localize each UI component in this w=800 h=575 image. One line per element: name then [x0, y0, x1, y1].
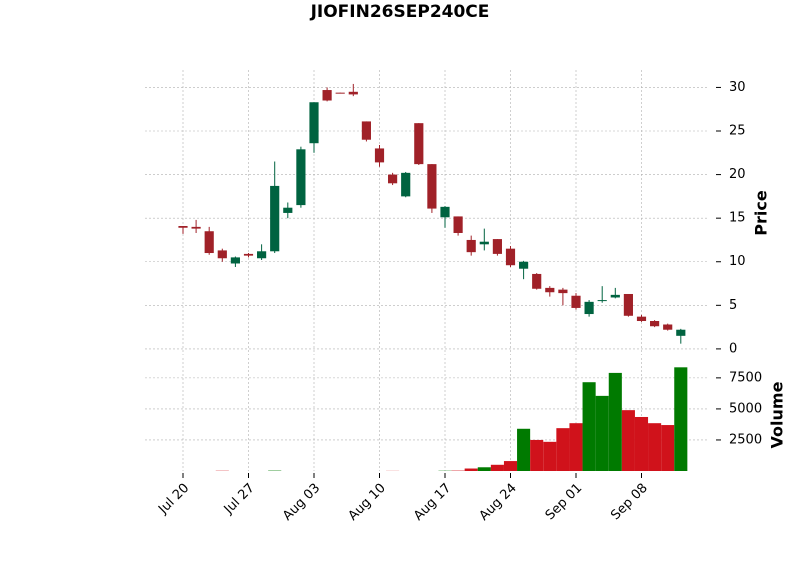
candle-body	[388, 174, 398, 184]
candle-body	[466, 239, 476, 253]
volume-bar	[503, 461, 518, 471]
volume-bar	[621, 410, 635, 471]
volume-bar	[648, 423, 662, 471]
candle-body	[650, 321, 660, 327]
volume-bar	[661, 425, 675, 471]
candle-body	[243, 253, 254, 256]
volume-bar	[569, 423, 583, 471]
candle-body	[505, 248, 516, 266]
candle-body	[519, 261, 529, 269]
candle-body	[492, 239, 502, 254]
y2-tick-label: 5000	[729, 401, 762, 416]
candle-body	[322, 90, 332, 101]
x-tick-label: Aug 03	[280, 481, 323, 524]
candle-body	[309, 102, 319, 144]
x-tick-label: Jul 20	[155, 481, 192, 518]
candle-body	[335, 92, 345, 94]
volume-bar	[582, 382, 596, 471]
volume-bar	[477, 467, 491, 471]
candle-body	[571, 295, 581, 308]
candle-body	[204, 231, 214, 254]
y-axis-label: Price	[752, 190, 771, 236]
candle-body	[440, 206, 450, 218]
volume-bar	[530, 439, 544, 471]
candle-body	[584, 301, 594, 315]
candle-body	[257, 251, 267, 259]
candle-body	[361, 121, 371, 140]
candle-body	[191, 226, 201, 229]
candle-body	[217, 250, 227, 259]
x-tick-label: Sep 01	[543, 481, 586, 524]
chart-title: JIOFIN26SEP240CE	[310, 2, 490, 22]
y-tick-label: 20	[729, 167, 746, 182]
y-tick-label: 30	[729, 80, 746, 95]
x-tick-label: Aug 10	[346, 481, 389, 524]
candle-body	[676, 329, 686, 336]
candle-body	[623, 293, 633, 316]
y-tick-label: 0	[729, 341, 737, 356]
candle-body	[532, 273, 542, 289]
candle-body	[283, 207, 293, 213]
candle-body	[374, 148, 385, 163]
candle-body	[636, 316, 647, 322]
volume-bar	[490, 464, 504, 471]
candle-body	[414, 123, 424, 165]
y2-tick-label: 7500	[729, 370, 762, 385]
y-tick-label: 10	[729, 254, 746, 269]
volume-bar	[608, 372, 622, 471]
candle-body	[610, 294, 620, 298]
candle-body	[178, 226, 188, 228]
volume-bar	[674, 367, 688, 471]
x-tick-label: Aug 17	[411, 481, 454, 524]
volume-bar	[464, 468, 478, 471]
volume-bar	[595, 395, 609, 471]
volume-bar	[556, 428, 570, 471]
candle-body	[545, 287, 555, 293]
y-tick-label: 15	[729, 211, 746, 226]
volume-bar	[634, 416, 649, 471]
candle-body	[296, 149, 306, 206]
y2-tick-label: 2500	[729, 432, 762, 447]
volume-bar	[543, 441, 557, 471]
candle-body	[230, 257, 240, 264]
y2-axis-label: Volume	[768, 381, 787, 448]
candle-body	[270, 185, 280, 252]
y-tick-label: 25	[729, 124, 746, 139]
candle-body	[453, 216, 463, 233]
candle-body	[401, 172, 411, 197]
candle-body	[427, 164, 437, 209]
volume-bar	[517, 428, 531, 471]
candle-body	[479, 241, 489, 245]
candle-body	[663, 324, 673, 330]
candle-body	[558, 289, 568, 294]
y-tick-label: 5	[729, 298, 737, 313]
x-tick-label: Sep 08	[608, 481, 651, 524]
candle-body	[597, 300, 607, 302]
x-tick-label: Jul 27	[221, 481, 258, 518]
x-tick-label: Aug 24	[477, 481, 520, 524]
candle-body	[348, 91, 358, 95]
